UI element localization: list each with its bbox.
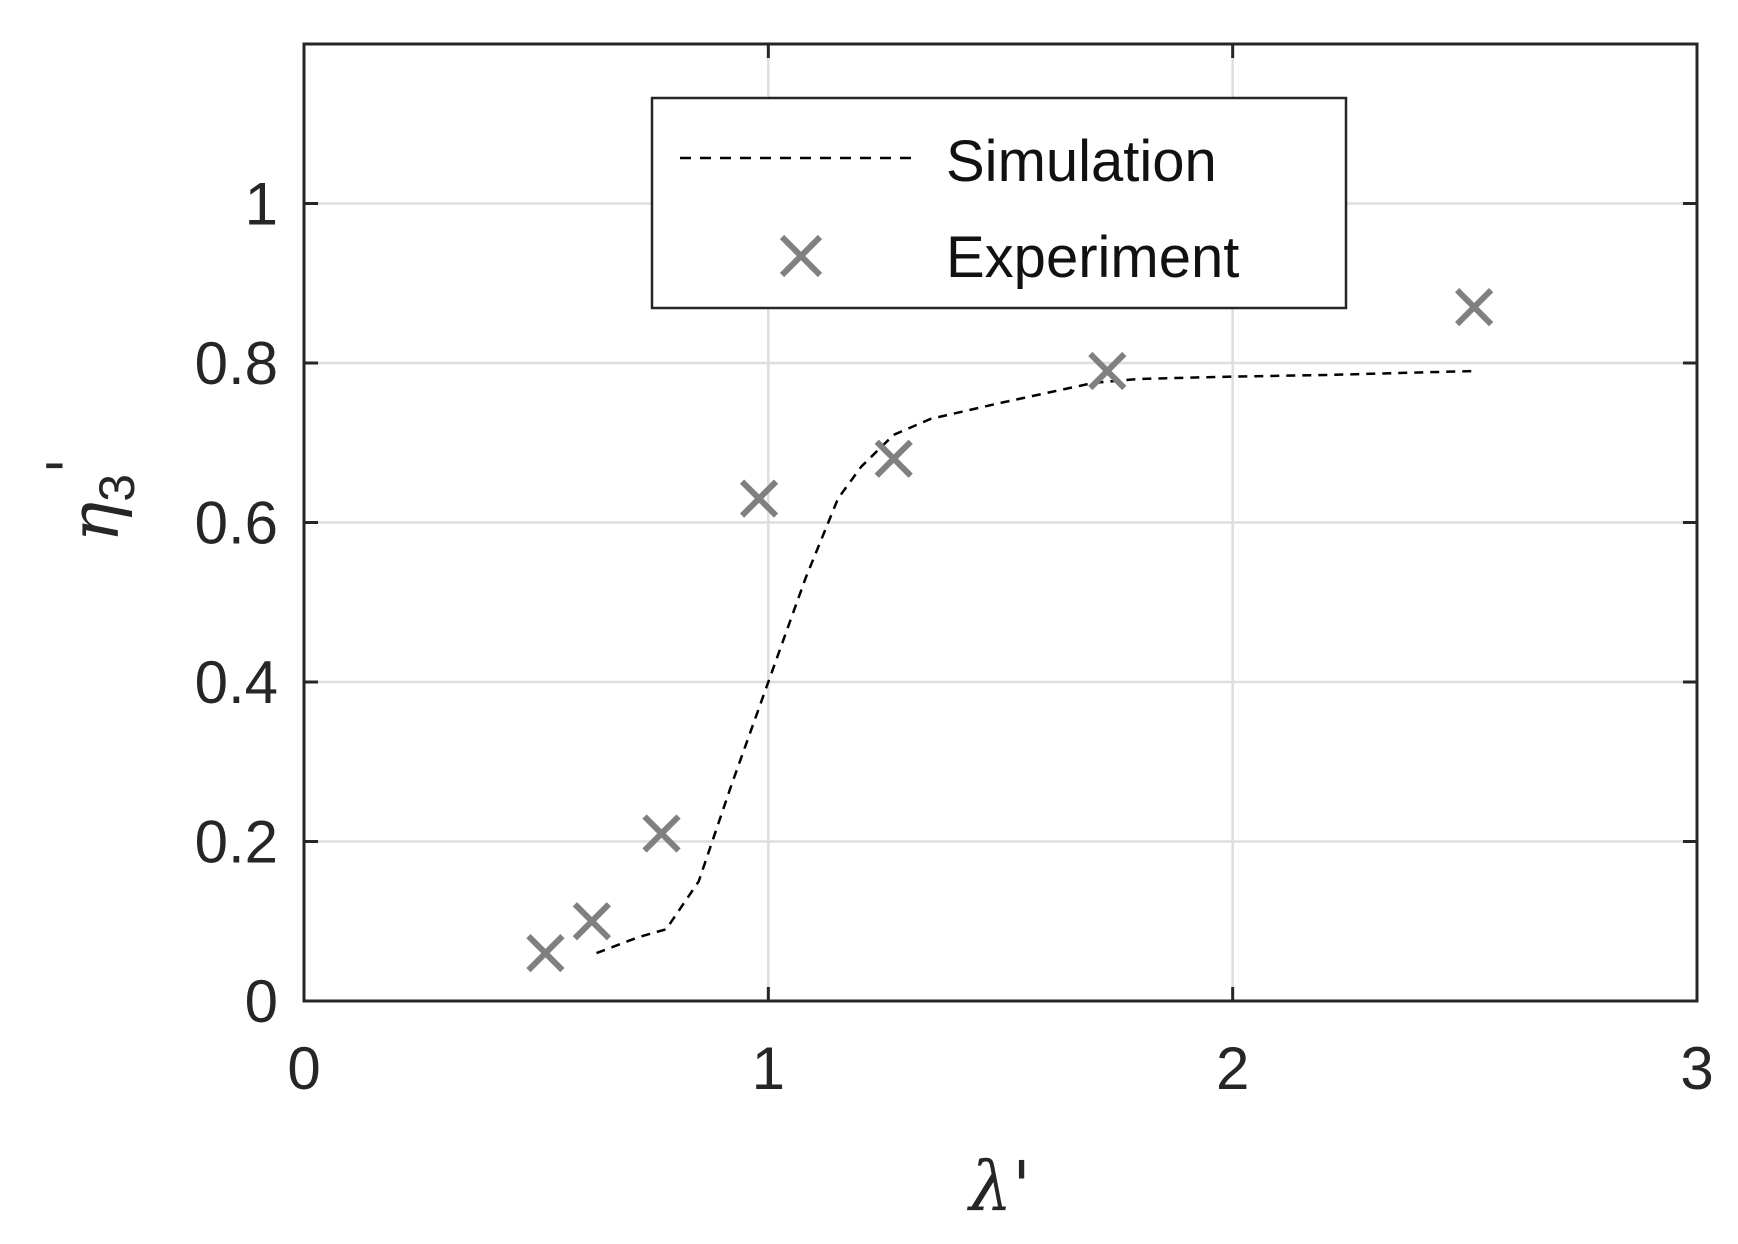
series-layer — [526, 288, 1494, 973]
legend-experiment-label: Experiment — [946, 225, 1239, 290]
experiment-point — [642, 814, 681, 853]
y-tick-label: 0.8 — [195, 330, 278, 397]
plot-frame — [302, 42, 1699, 1003]
legend: Simulation Experiment — [650, 96, 1348, 310]
experiment-point — [1088, 351, 1127, 391]
experiment-point — [526, 934, 565, 973]
y-axis-label: η3' — [35, 457, 145, 542]
x-tick-label: 1 — [752, 1035, 785, 1102]
legend-box — [650, 96, 1348, 310]
legend-experiment-marker — [779, 234, 823, 278]
experiment-point — [1454, 288, 1494, 327]
y-tick-label: 1 — [245, 171, 278, 238]
y-axis-label-subscript: 3 — [89, 474, 145, 502]
legend-simulation-label: Simulation — [946, 129, 1217, 194]
experiment-point — [874, 439, 913, 478]
x-axis-label: λ' — [966, 1148, 1031, 1227]
svg-text:η3': η3' — [35, 457, 145, 542]
y-tick-label: 0.4 — [195, 649, 278, 716]
tick-labels: 0 1 2 3 0 0.2 0.4 0.6 0.8 1 — [195, 171, 1714, 1103]
x-tick-label: 3 — [1680, 1035, 1713, 1102]
experiment-point — [739, 479, 779, 518]
y-tick-label: 0.6 — [195, 490, 278, 557]
y-axis-label-main: η — [56, 502, 135, 543]
y-tick-label: 0 — [245, 968, 278, 1035]
experiment-point — [572, 902, 612, 941]
y-axis-label-prime: ' — [35, 457, 105, 474]
x-tick-label: 2 — [1216, 1035, 1249, 1102]
x-tick-label: 0 — [287, 1035, 320, 1102]
simulation-line — [596, 369, 1475, 955]
y-tick-label: 0.2 — [195, 809, 278, 876]
